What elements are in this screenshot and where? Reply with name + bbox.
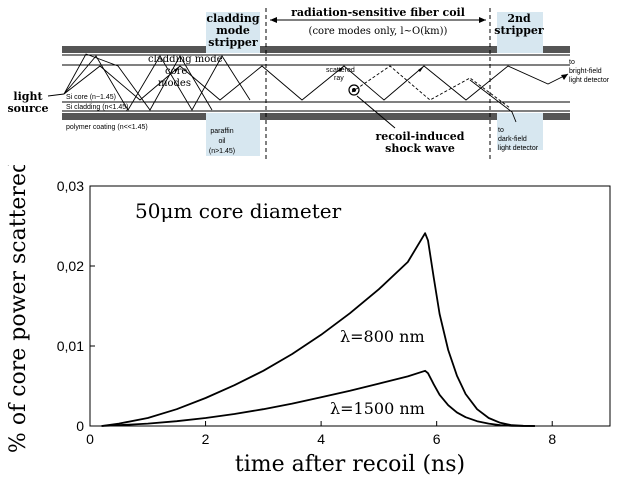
x-axis-label: time after recoil (ns)	[235, 452, 465, 477]
coil-arrow-left	[270, 17, 277, 23]
polymer-label: polymer coating (n<<1.45)	[66, 124, 148, 131]
paraffin-gap-bottom	[206, 113, 260, 120]
polymer-coating-top	[62, 46, 570, 53]
paraffin-label-1: paraffin	[210, 128, 233, 135]
cladding-mode-label: cladding mode	[148, 54, 223, 65]
dark-field-label-2: dark-field	[498, 136, 527, 143]
dark-field-label-3: light detector	[498, 145, 539, 152]
shock-wave-pointer	[357, 96, 395, 128]
paraffin-gap-bottom-2	[497, 113, 543, 120]
paraffin-label-3: (n>1.45)	[209, 148, 235, 155]
series-label-800: λ=800 nm	[340, 327, 425, 346]
core-modes-label-2: modes	[158, 78, 191, 89]
y-tick-label: 0,01	[57, 338, 84, 354]
shock-wave-label-2: shock wave	[385, 142, 455, 155]
scatter-power-chart: 0 2 4 6 8 0 0,01 0,02 0,03 50μm core diameter λ…	[0, 165, 634, 479]
x-tick-label: 8	[548, 431, 556, 447]
bright-field-label-1: to	[569, 59, 575, 66]
x-tick-label: 0	[86, 431, 94, 447]
y-tick-label: 0,02	[57, 258, 84, 274]
si-core-label: Si core (n~1.45)	[66, 94, 116, 101]
light-source-label-2: source	[7, 102, 48, 115]
coil-title: radiation-sensitive fiber coil	[291, 6, 465, 19]
paraffin-label-2: oil	[218, 138, 225, 145]
y-axis-label: % of core power scattered	[6, 165, 31, 453]
dark-field-label-1: to	[498, 127, 504, 134]
x-tick-label: 4	[317, 431, 325, 447]
y-tick-label: 0	[76, 418, 84, 434]
bright-field-label-2: bright-field	[569, 68, 602, 75]
fiber-diagram: cladding mode stripper radiation-sensiti…	[0, 0, 634, 165]
series-label-1500: λ=1500 nm	[330, 399, 425, 418]
si-cladding-label: Si cladding (n<1.45)	[66, 104, 128, 111]
core-modes-label-1: core	[165, 66, 187, 77]
ray-arrowhead-4	[418, 66, 424, 72]
cladding-stripper-label-3: stripper	[208, 36, 258, 49]
polymer-coating-bottom	[62, 113, 570, 120]
light-source-pointer	[48, 94, 64, 96]
chart-annotation: 50μm core diameter	[135, 199, 342, 223]
y-tick-label: 0,03	[57, 178, 84, 194]
x-tick-label: 2	[202, 431, 210, 447]
x-tick-label: 6	[433, 431, 441, 447]
scattered-ray-label-2: ray	[334, 75, 344, 82]
coil-subtitle: (core modes only, l~O(km))	[309, 26, 448, 37]
coil-arrow-right	[479, 17, 486, 23]
paraffin-gap-top-2	[497, 46, 543, 53]
bright-field-label-3: light detector	[569, 77, 610, 84]
second-stripper-label-2: stripper	[494, 24, 544, 37]
shock-wave-inner	[352, 88, 356, 92]
scattered-ray-label-1: scattered	[326, 67, 355, 74]
